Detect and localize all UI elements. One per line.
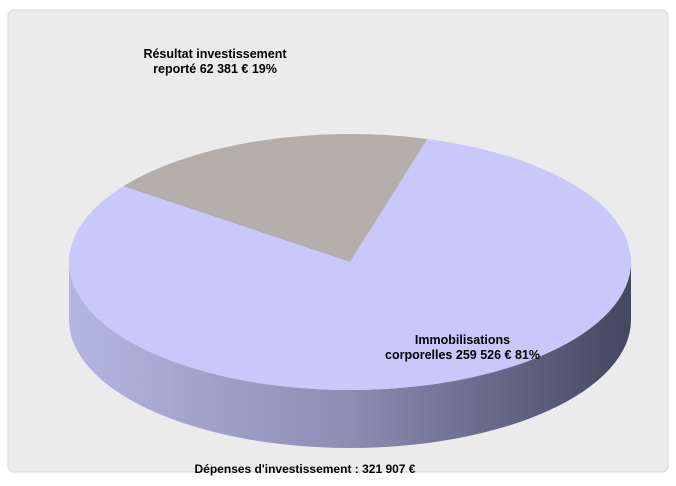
pie-slice [68,138,631,390]
slice-label: Résultat investissement reporté 62 381 €… [140,47,290,77]
pie-side [69,262,631,448]
slice-label: Immobilisations corporelles 259 526 € 81… [385,333,540,363]
slice-category: Immobilisations corporelles [385,333,511,362]
slice-percent: 19% [251,62,277,76]
slice-category: Résultat investissement reporté [143,47,287,76]
slice-value: 259 526 € [455,348,512,362]
slice-percent: 81% [514,348,540,362]
slice-value: 62 381 € [199,62,249,76]
pie-slice [123,134,428,262]
chart-title: Dépenses d'investissement : 321 907 € [194,462,416,476]
